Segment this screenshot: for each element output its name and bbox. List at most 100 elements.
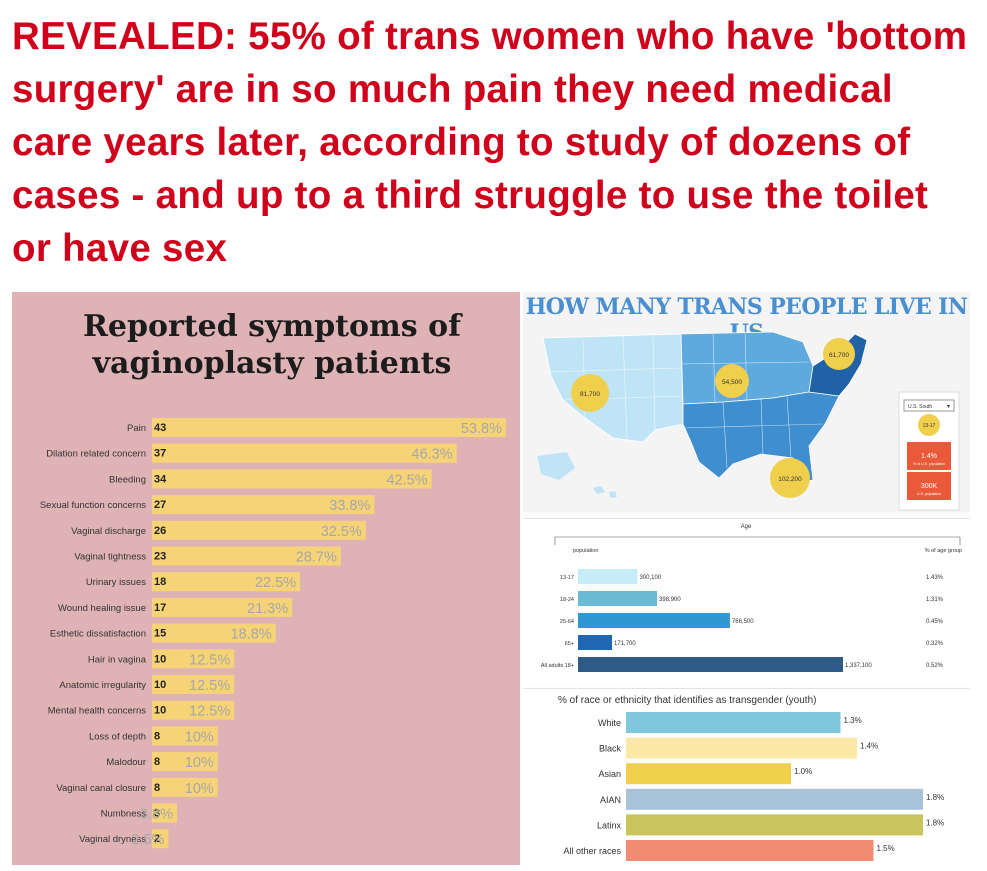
symptom-percent: 12.5% [189,704,230,720]
region-select-value: U.S. South [908,404,932,410]
symptom-percent: 3.8% [140,807,173,823]
symptom-label: Sexual function concerns [40,500,146,511]
symptom-count: 10 [154,705,166,717]
symptom-count: 37 [154,448,166,460]
age-label: All adults 18+ [541,663,574,669]
symptom-label: Bleeding [109,474,146,485]
race-value: 1.3% [844,716,862,725]
symptom-bar [152,418,506,437]
symptom-label: Loss of depth [89,731,146,742]
race-value: 1.0% [794,767,812,776]
race-bar [626,788,923,810]
bubble-south: 102,200 [770,458,810,498]
race-bar [626,814,923,836]
symptom-count: 10 [154,679,166,691]
race-label: AIAN [600,795,621,805]
bubble-midwest: 54,500 [715,364,749,398]
symptom-count: 10 [154,653,166,665]
symptom-label: Malodour [106,757,146,768]
race-chart-title: % of race or ethnicity that identifies a… [558,695,816,706]
symptom-count: 43 [154,422,166,434]
symptom-bar [152,752,218,772]
symptom-percent: 28.7% [296,550,337,566]
symptom-percent: 12.5% [189,678,230,694]
symptom-count: 8 [154,782,160,794]
age-bar [578,591,658,606]
race-bar [626,840,874,861]
symptom-bar [152,572,301,592]
stat-2-value: 300K [921,483,938,490]
map-legend: U.S. South ▾ 13-17 1.4% % of U.S. popula… [898,391,960,511]
age-chart: Age population % of age group 13-17 300,1… [523,518,970,687]
symptom-label: Vaginal canal closure [56,783,146,794]
symptom-percent: 22.5% [255,575,296,591]
symptom-bar [152,777,218,797]
symptoms-chart: Pain 43 53.8% Dilation related concern 37 46.… [12,292,520,865]
symptom-bar [152,700,235,720]
symptom-percent: 12.5% [189,652,230,668]
symptom-percent: 10% [185,781,214,797]
symptom-percent: 18.8% [231,627,272,643]
right-infographic: HOW MANY TRANS PEOPLE LIVE IN US [523,292,970,866]
map-panel: HOW MANY TRANS PEOPLE LIVE IN US [523,292,970,512]
symptom-label: Vaginal discharge [71,526,146,537]
race-bar [626,737,857,759]
symptom-count: 18 [154,576,166,588]
symptoms-chart-svg: Pain 43 53.8% Dilation related concern 37 46.… [40,418,506,849]
symptom-percent: 10% [185,755,214,771]
stat-1-value: 1.4% [921,453,937,460]
symptom-bar [152,520,366,540]
symptom-bar [152,623,276,643]
age-value: 300,100 [639,575,661,581]
symptom-label: Pain [127,423,146,434]
age-bar [578,635,613,650]
bubble-northeast-label: 61,700 [829,352,849,359]
symptom-count: 8 [154,730,160,742]
symptom-count: 3 [154,808,160,820]
symptom-count: 2 [154,833,160,845]
age-chart-svg: Age population % of age group 13-17 300,1… [541,524,962,672]
symptom-bar [152,803,178,823]
race-value: 1.8% [926,818,944,827]
race-label: Black [599,744,622,754]
bubble-midwest-label: 54,500 [722,379,742,386]
symptom-bar [152,675,235,694]
symptom-percent: 10% [185,729,214,745]
symptom-label: Esthetic dissatisfaction [50,629,146,640]
region-select[interactable] [903,399,955,412]
symptom-bar [152,443,457,463]
symptom-count: 27 [154,499,166,511]
symptom-bar [152,495,375,515]
race-value: 1.5% [877,844,895,853]
symptom-label: Wound healing issue [58,603,146,614]
map-hawaii [593,486,617,498]
race-bar [626,763,791,785]
age-bar [578,569,638,584]
stat-1-caption: % of U.S. population [913,462,945,466]
map-region-west [542,333,684,443]
symptom-percent: 46.3% [412,447,453,463]
us-map: 81,700 54,500 61,700 102,200 U.S. South … [537,331,960,511]
symptom-label: Mental health concerns [48,706,146,717]
age-pct: 1.43% [926,575,944,581]
chevron-down-icon: ▾ [947,404,950,410]
symptom-label: Hair in vagina [88,654,147,665]
symptom-bar [152,829,169,849]
age-pct: 0.32% [926,641,944,647]
age-pct: 1.31% [926,597,944,603]
race-value: 1.4% [860,742,878,751]
symptom-label: Dilation related concern [46,449,146,460]
age-bar [578,657,843,672]
symptom-label: Vaginal dryness [79,834,146,845]
race-label: Latinx [597,820,622,830]
bubble-west: 81,700 [571,374,609,412]
symptom-count: 15 [154,628,166,640]
symptom-label: Urinary issues [86,577,146,588]
symptom-percent: 33.8% [329,498,370,514]
age-pct: 0.45% [926,619,944,625]
age-value: 766,500 [732,619,754,625]
symptom-percent: 32.5% [321,524,362,540]
race-value: 1.8% [926,793,944,802]
headline: REVEALED: 55% of trans women who have 'b… [12,15,968,270]
age-value: 1,337,100 [845,663,872,669]
